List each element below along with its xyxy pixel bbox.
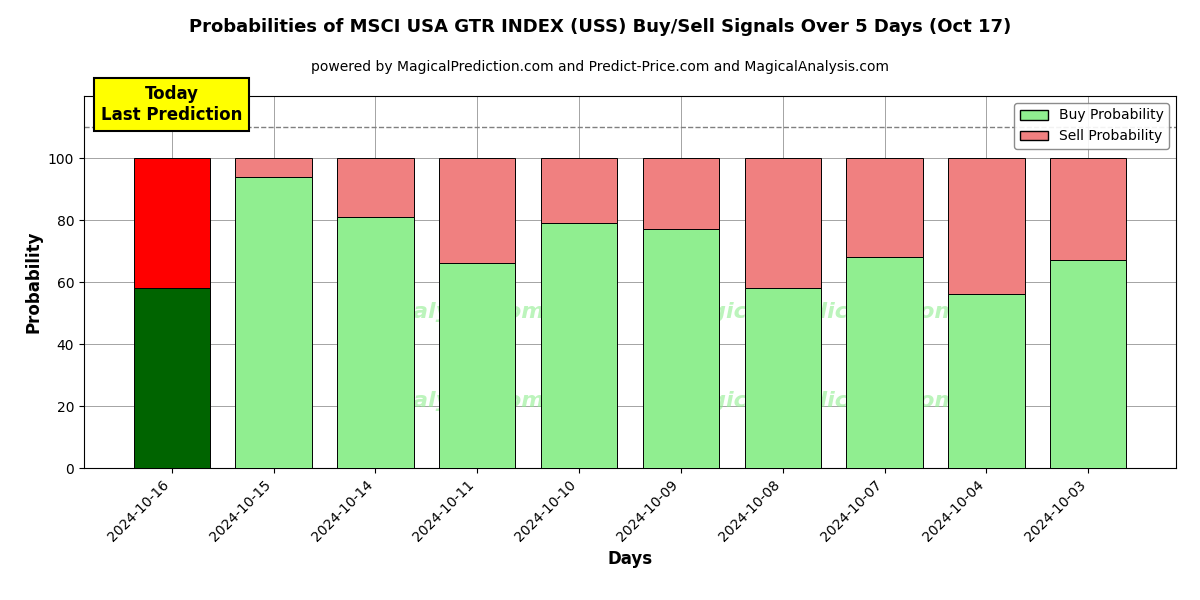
Bar: [235, 176, 312, 468]
Bar: [744, 158, 821, 288]
Text: Probabilities of MSCI USA GTR INDEX (USS) Buy/Sell Signals Over 5 Days (Oct 17): Probabilities of MSCI USA GTR INDEX (USS…: [188, 18, 1012, 36]
Text: calAnalysis.com: calAnalysis.com: [344, 391, 545, 411]
Bar: [1050, 260, 1127, 468]
Bar: [948, 158, 1025, 295]
Text: calAnalysis.com: calAnalysis.com: [344, 302, 545, 322]
Bar: [439, 158, 516, 263]
Bar: [541, 223, 617, 468]
Bar: [337, 158, 414, 217]
Bar: [1050, 158, 1127, 260]
Text: powered by MagicalPrediction.com and Predict-Price.com and MagicalAnalysis.com: powered by MagicalPrediction.com and Pre…: [311, 60, 889, 74]
Bar: [439, 263, 516, 468]
Text: MagicalPrediction.com: MagicalPrediction.com: [673, 391, 958, 411]
Bar: [846, 257, 923, 468]
Legend: Buy Probability, Sell Probability: Buy Probability, Sell Probability: [1014, 103, 1169, 149]
Bar: [948, 295, 1025, 468]
Bar: [846, 158, 923, 257]
Text: Today
Last Prediction: Today Last Prediction: [101, 85, 242, 124]
Bar: [133, 158, 210, 288]
Bar: [235, 158, 312, 176]
Bar: [643, 229, 719, 468]
Text: MagicalPrediction.com: MagicalPrediction.com: [673, 302, 958, 322]
Bar: [541, 158, 617, 223]
X-axis label: Days: Days: [607, 550, 653, 568]
Bar: [337, 217, 414, 468]
Bar: [643, 158, 719, 229]
Y-axis label: Probability: Probability: [24, 231, 42, 333]
Bar: [744, 288, 821, 468]
Bar: [133, 288, 210, 468]
